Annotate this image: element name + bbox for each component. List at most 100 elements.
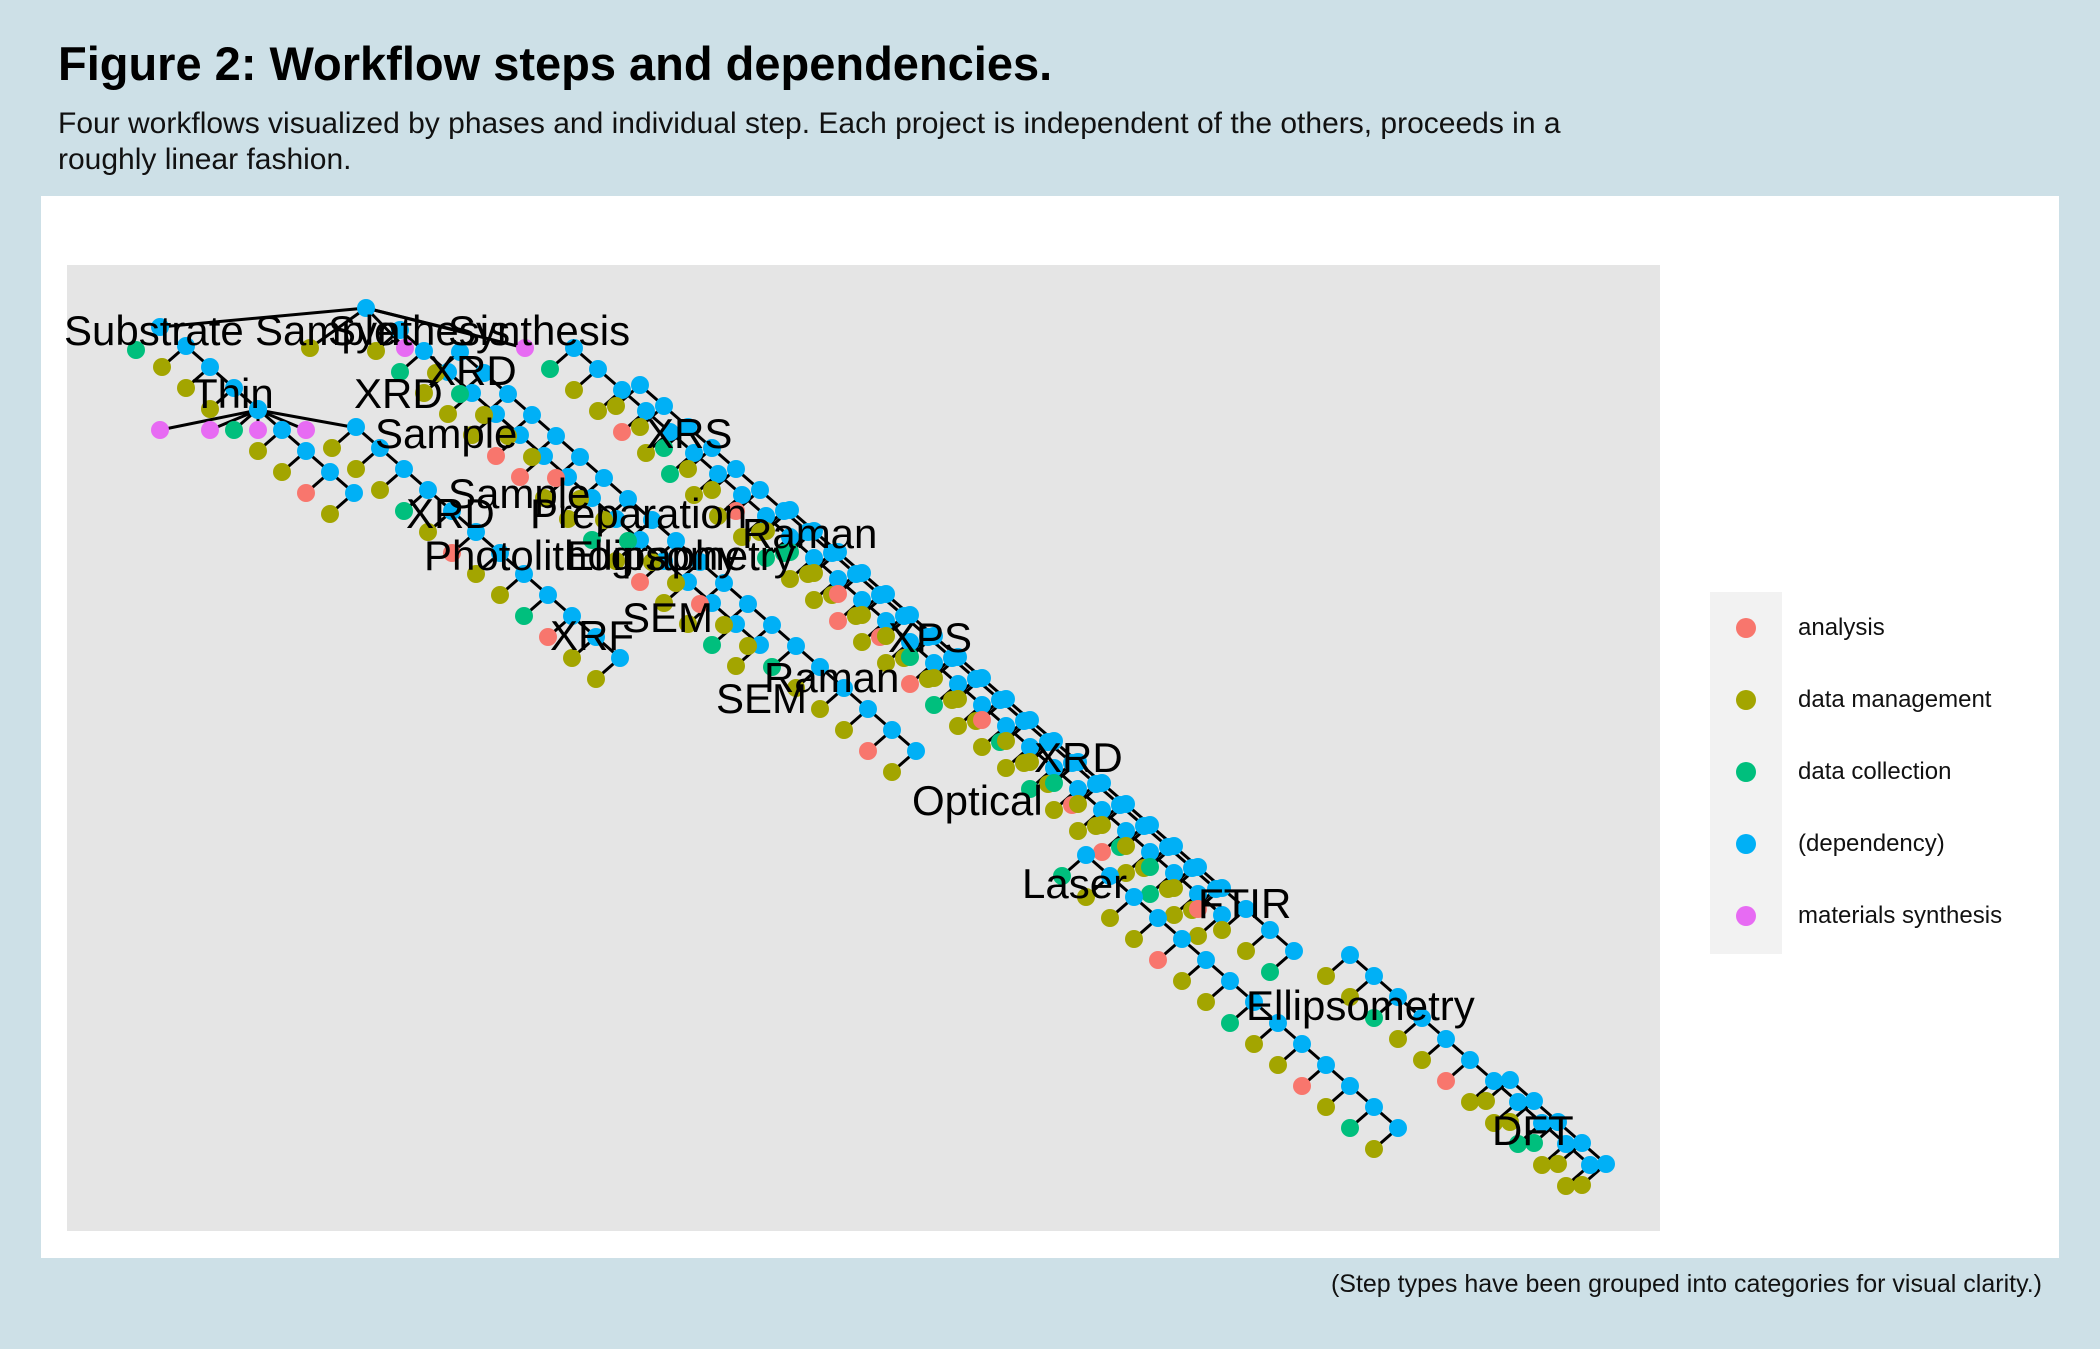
step-node <box>925 654 943 672</box>
step-node <box>589 360 607 378</box>
step-node <box>631 376 649 394</box>
step-node <box>1093 774 1111 792</box>
step-label: Synthesis <box>448 307 630 354</box>
step-node <box>419 523 437 541</box>
step-node <box>1525 1134 1543 1152</box>
step-node <box>703 636 721 654</box>
step-node <box>1165 879 1183 897</box>
step-node <box>949 717 967 735</box>
step-node <box>391 363 409 381</box>
step-node <box>1189 885 1207 903</box>
step-node <box>1213 879 1231 897</box>
step-node <box>655 594 673 612</box>
step-node <box>565 339 583 357</box>
step-node <box>541 360 559 378</box>
step-node <box>1509 1093 1527 1111</box>
step-node <box>499 385 517 403</box>
step-node <box>1261 921 1279 939</box>
step-node <box>201 421 219 439</box>
step-node <box>835 721 853 739</box>
step-label: XPS <box>888 614 972 661</box>
step-node <box>589 402 607 420</box>
step-node <box>1141 858 1159 876</box>
legend-label: data management <box>1798 686 1992 713</box>
step-node <box>997 759 1015 777</box>
step-node <box>177 379 195 397</box>
step-labels: Substrate SampleSynthesisSynthesisXRDThin… <box>64 307 1574 1154</box>
step-node <box>1141 816 1159 834</box>
step-node <box>587 670 605 688</box>
step-node <box>571 448 589 466</box>
step-node <box>301 339 319 357</box>
step-node <box>587 628 605 646</box>
step-label: Substrate <box>64 307 244 354</box>
legend-item-analysis: analysis <box>1710 592 2030 664</box>
step-node <box>565 381 583 399</box>
step-node <box>1549 1155 1567 1173</box>
step-node <box>396 339 414 357</box>
step-node <box>853 564 871 582</box>
step-node <box>829 543 847 561</box>
step-node <box>901 633 919 651</box>
step-node <box>419 481 437 499</box>
step-node <box>1165 864 1183 882</box>
step-node <box>523 406 541 424</box>
step-label: Preparation <box>530 490 747 537</box>
step-node <box>1173 972 1191 990</box>
step-node <box>781 570 799 588</box>
step-node <box>715 616 733 634</box>
step-node <box>273 421 291 439</box>
step-node <box>1141 843 1159 861</box>
step-node <box>1365 1140 1383 1158</box>
step-node <box>829 585 847 603</box>
step-node <box>973 696 991 714</box>
step-node <box>655 397 673 415</box>
step-node <box>1437 1030 1455 1048</box>
step-node <box>925 669 943 687</box>
dependency-edge <box>399 328 761 647</box>
step-node <box>997 732 1015 750</box>
step-node <box>1093 801 1111 819</box>
step-node <box>439 405 457 423</box>
step-node <box>877 585 895 603</box>
step-node <box>535 489 553 507</box>
step-node <box>1389 1119 1407 1137</box>
step-label: Thin <box>192 370 274 417</box>
legend-item-data-management: data management <box>1710 664 2030 736</box>
step-node <box>1597 1155 1615 1173</box>
step-node <box>1477 1092 1495 1110</box>
step-node <box>323 439 341 457</box>
step-node <box>451 385 469 403</box>
step-node <box>1501 1113 1519 1131</box>
step-node <box>415 384 433 402</box>
step-node <box>709 507 727 525</box>
step-node <box>491 544 509 562</box>
step-node <box>739 637 757 655</box>
step-node <box>805 564 823 582</box>
step-node <box>427 364 445 382</box>
figure-title: Figure 2: Workflow steps and dependencie… <box>58 37 1053 90</box>
step-node <box>1485 1114 1503 1132</box>
step-node <box>1093 816 1111 834</box>
step-node <box>727 460 745 478</box>
step-node <box>371 439 389 457</box>
step-node <box>811 700 829 718</box>
step-node <box>1317 1056 1335 1074</box>
step-node <box>1117 864 1135 882</box>
step-node <box>1213 906 1231 924</box>
step-node <box>611 649 629 667</box>
step-node <box>1317 1098 1335 1116</box>
step-node <box>1221 1014 1239 1032</box>
step-node <box>491 586 509 604</box>
step-node <box>877 612 895 630</box>
legend-label: analysis <box>1798 614 1885 641</box>
step-node <box>631 573 649 591</box>
step-node <box>1245 993 1263 1011</box>
step-node <box>1197 951 1215 969</box>
step-node <box>1549 1113 1567 1131</box>
step-node <box>559 510 577 528</box>
step-node <box>151 318 169 336</box>
dependency-edge <box>309 306 367 350</box>
step-node <box>127 341 145 359</box>
step-node <box>877 654 895 672</box>
